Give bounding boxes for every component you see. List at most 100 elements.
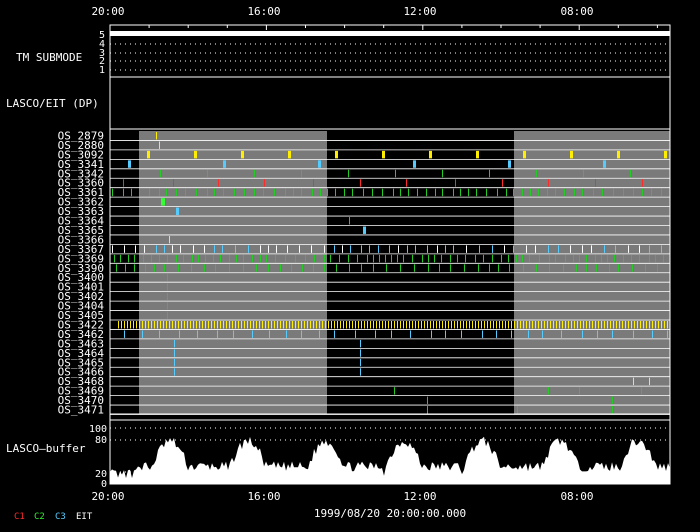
top-tick-label: 16:00 (247, 5, 280, 18)
os-event-mark (340, 321, 341, 329)
os-event-mark (493, 321, 494, 329)
os-event-mark (325, 321, 326, 329)
os-event-mark (573, 254, 574, 263)
os-event-mark (363, 226, 366, 234)
date-label: 1999/08/20 20:00:00.000 (314, 507, 466, 520)
os-row-label: OS_3341 (58, 158, 104, 171)
os-event-mark (535, 321, 536, 329)
os-event-mark (253, 321, 254, 329)
os-event-mark (400, 188, 401, 197)
os-event-mark (192, 254, 193, 263)
os-event-mark (628, 321, 629, 329)
os-event-mark (156, 245, 157, 253)
os-event-mark (439, 264, 440, 272)
os-event-mark (205, 321, 206, 329)
os-event-mark (400, 264, 401, 272)
os-event-mark (389, 245, 390, 253)
os-event-mark (496, 321, 497, 329)
os-event-mark (265, 321, 266, 329)
os-row-label: OS_3401 (58, 281, 104, 294)
os-event-mark (145, 321, 146, 329)
os-event-mark (486, 188, 487, 197)
os-row-label: OS_3367 (58, 243, 104, 256)
os-event-mark (163, 321, 164, 329)
os-event-mark (361, 264, 362, 272)
os-event-mark (530, 188, 531, 197)
os-row-label: OS_3463 (58, 337, 104, 350)
os-event-mark (302, 264, 303, 272)
os-event-mark (151, 321, 152, 329)
os-event-mark (598, 321, 599, 329)
os-event-mark (339, 254, 340, 263)
os-event-mark (307, 321, 308, 329)
os-event-mark (174, 349, 175, 357)
os-event-mark (286, 321, 287, 329)
os-event-mark (634, 321, 635, 329)
os-event-mark (211, 321, 212, 329)
os-event-mark (229, 264, 230, 272)
tm-level-label: 1 (99, 65, 105, 76)
os-event-mark (582, 330, 583, 338)
os-event-mark (235, 321, 236, 329)
os-event-mark (529, 321, 530, 329)
os-event-mark (124, 330, 125, 338)
os-event-mark (235, 245, 236, 253)
os-event-mark (295, 321, 296, 329)
os-event-mark (460, 188, 461, 197)
os-event-mark (482, 330, 483, 338)
os-event-mark (156, 132, 157, 140)
os-event-mark (229, 254, 230, 263)
os-event-mark (268, 245, 269, 253)
os-event-mark (528, 330, 529, 338)
os-event-mark (431, 330, 432, 338)
os-event-mark (417, 188, 418, 197)
os-event-mark (542, 330, 543, 338)
os-event-mark (642, 188, 643, 197)
os-event-mark (410, 330, 411, 338)
os-event-mark (568, 321, 569, 329)
os-event-mark (504, 245, 505, 253)
top-tick-label: 08:00 (560, 5, 593, 18)
os-event-mark (355, 321, 356, 329)
tm-level-label: 2 (99, 56, 105, 67)
os-event-mark (589, 321, 590, 329)
os-event-mark (577, 321, 578, 329)
os-event-mark (185, 188, 186, 197)
os-event-mark (305, 254, 306, 263)
os-event-mark (243, 264, 244, 272)
os-event-mark (112, 188, 113, 197)
os-event-mark (642, 179, 643, 187)
os-row-label: OS_3363 (58, 205, 104, 218)
os-event-mark (319, 321, 320, 329)
os-event-mark (604, 245, 605, 253)
os-event-mark (413, 160, 416, 168)
os-event-mark (617, 150, 620, 159)
os-event-mark (357, 254, 358, 263)
os-event-mark (593, 188, 594, 197)
os-event-mark (514, 321, 515, 329)
os-event-mark (576, 264, 577, 272)
os-event-mark (415, 245, 416, 253)
os-event-mark (475, 321, 476, 329)
os-event-mark (134, 254, 135, 263)
os-event-mark (655, 321, 656, 329)
os-event-mark (328, 321, 329, 329)
os-event-mark (430, 321, 431, 329)
os-event-mark (311, 245, 312, 253)
os-event-mark (250, 321, 251, 329)
os-event-mark (579, 387, 580, 395)
os-event-mark (360, 349, 361, 357)
os-row-label: OS_3400 (58, 271, 104, 284)
os-event-mark (220, 254, 221, 263)
os-event-mark (490, 321, 491, 329)
os-event-mark (208, 321, 209, 329)
os-event-mark (633, 330, 634, 338)
plot-frame (109, 24, 671, 485)
os-event-mark (176, 207, 179, 216)
os-event-mark (535, 245, 536, 253)
legend: C1 C2 C3 EIT (14, 512, 93, 522)
os-event-mark (128, 160, 131, 168)
os-event-mark (277, 321, 278, 329)
os-event-mark (169, 321, 170, 329)
os-row-label: OS_2880 (58, 139, 104, 152)
